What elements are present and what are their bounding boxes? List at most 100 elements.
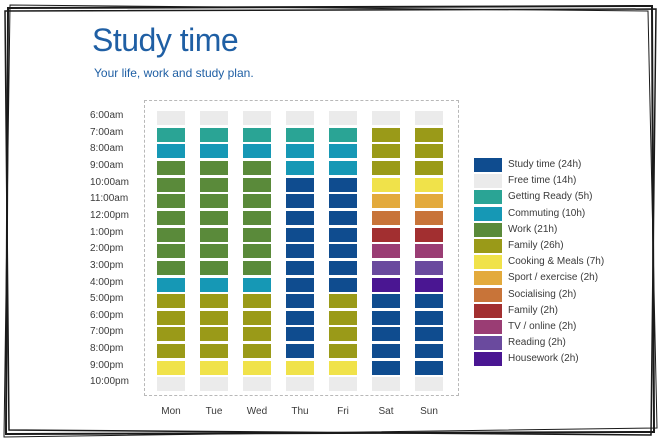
schedule-cell-wed-work	[243, 177, 271, 192]
schedule-cell-sat-study	[372, 344, 400, 359]
schedule-cell-wed-family	[243, 344, 271, 359]
schedule-cell-thu-ready	[286, 127, 314, 142]
schedule-cell-wed-work	[243, 244, 271, 259]
schedule-cell-mon-ready	[157, 127, 185, 142]
legend-label: Family (26h)	[508, 240, 564, 251]
page-subtitle: Your life, work and study plan.	[94, 66, 254, 80]
schedule-cell-sun-family2	[415, 227, 443, 242]
time-label: 1:00pm	[90, 226, 124, 238]
schedule-cell-sat-reading	[372, 260, 400, 275]
schedule-cell-thu-study	[286, 194, 314, 209]
legend-swatch	[474, 271, 502, 286]
schedule-cell-mon-commute	[157, 277, 185, 292]
schedule-cell-sun-study	[415, 344, 443, 359]
schedule-cell-mon-free	[157, 377, 185, 392]
schedule-cell-sun-social	[415, 210, 443, 225]
schedule-cell-thu-study	[286, 327, 314, 342]
schedule-cell-sat-family2	[372, 227, 400, 242]
schedule-cell-thu-free	[286, 111, 314, 125]
schedule-cell-fri-study	[329, 260, 357, 275]
schedule-cell-sat-cook	[372, 177, 400, 192]
day-label: Sun	[420, 406, 438, 417]
time-label: 7:00am	[90, 126, 124, 138]
schedule-cell-wed-work	[243, 194, 271, 209]
schedule-cell-fri-free	[329, 111, 357, 125]
legend-label: Commuting (10h)	[508, 207, 586, 219]
legend-label: Sport / exercise (2h)	[508, 272, 599, 284]
time-axis: 6:00am 7:00am 8:00am 9:00am 10:00am 11:00am 12…	[90, 0, 140, 400]
legend-swatch	[474, 320, 502, 334]
schedule-cell-fri-study	[329, 244, 357, 259]
schedule-cell-tue-commute	[200, 144, 228, 159]
time-label: 8:00am	[90, 143, 124, 155]
legend-swatch	[474, 336, 502, 351]
schedule-cell-sat-family	[372, 160, 400, 175]
legend-swatch	[474, 222, 502, 237]
legend-label: Family (2h)	[508, 304, 559, 316]
schedule-cell-sat-family	[372, 144, 400, 159]
schedule-cell-wed-commute	[243, 277, 271, 292]
schedule-cell-mon-work	[157, 260, 185, 275]
schedule-cell-thu-study	[286, 277, 314, 292]
schedule-cell-sat-free	[372, 111, 400, 125]
schedule-cell-tue-family	[200, 310, 228, 325]
legend-swatch	[474, 206, 502, 221]
schedule-cell-tue-cook	[200, 360, 228, 375]
schedule-cell-thu-study	[286, 227, 314, 242]
schedule-cell-wed-work	[243, 227, 271, 242]
schedule-cell-thu-study	[286, 344, 314, 359]
schedule-cell-mon-cook	[157, 360, 185, 375]
schedule-cell-tue-work	[200, 244, 228, 259]
schedule-cell-fri-family	[329, 344, 357, 359]
time-label: 10:00pm	[90, 376, 129, 388]
schedule-cell-thu-study	[286, 244, 314, 259]
schedule-cell-mon-commute	[157, 144, 185, 159]
schedule-cell-wed-family	[243, 294, 271, 309]
legend-label: Socialising (2h)	[508, 288, 577, 300]
schedule-cell-thu-cook	[286, 360, 314, 375]
legend-label: Reading (2h)	[508, 337, 566, 349]
schedule-cell-mon-work	[157, 227, 185, 242]
schedule-cell-tue-work	[200, 260, 228, 275]
schedule-cell-sun-sport	[415, 194, 443, 209]
schedule-cell-thu-commute	[286, 144, 314, 159]
legend-swatch	[474, 174, 502, 189]
schedule-cell-sat-housework	[372, 277, 400, 292]
legend-label: Study time (24h)	[508, 159, 582, 170]
schedule-cell-wed-ready	[243, 127, 271, 142]
schedule-cell-sun-study	[415, 310, 443, 325]
day-label: Mon	[161, 406, 181, 417]
schedule-cell-sun-cook	[415, 177, 443, 192]
legend-swatch	[474, 255, 502, 270]
schedule-cell-tue-work	[200, 194, 228, 209]
schedule-cell-wed-cook	[243, 360, 271, 375]
schedule-cell-sun-free	[415, 111, 443, 125]
schedule-cell-fri-cook	[329, 360, 357, 375]
schedule-cell-tue-free	[200, 377, 228, 392]
schedule-cell-fri-study	[329, 177, 357, 192]
time-label: 8:00pm	[90, 343, 124, 355]
schedule-cell-fri-family	[329, 327, 357, 342]
schedule-cell-sun-family	[415, 160, 443, 175]
schedule-cell-sun-housework	[415, 277, 443, 292]
schedule-cell-thu-commute	[286, 160, 314, 175]
schedule-cell-mon-work	[157, 210, 185, 225]
legend-swatch	[474, 287, 502, 302]
schedule-cell-wed-free	[243, 111, 271, 125]
page-title: Study time	[92, 22, 239, 58]
schedule-cell-sun-family	[415, 127, 443, 142]
schedule-cell-sun-study	[415, 294, 443, 309]
schedule-cell-sat-study	[372, 327, 400, 342]
schedule-cell-thu-study	[286, 294, 314, 309]
legend-label: Work (21h)	[508, 223, 558, 235]
day-label: Thu	[291, 406, 309, 417]
schedule-cell-fri-study	[329, 210, 357, 225]
schedule-cell-tue-family	[200, 294, 228, 309]
schedule-cell-wed-family	[243, 327, 271, 342]
schedule-cell-tue-commute	[200, 277, 228, 292]
schedule-cell-mon-work	[157, 194, 185, 209]
schedule-cell-wed-family	[243, 310, 271, 325]
legend-swatch	[474, 352, 502, 367]
schedule-cell-wed-work	[243, 260, 271, 275]
